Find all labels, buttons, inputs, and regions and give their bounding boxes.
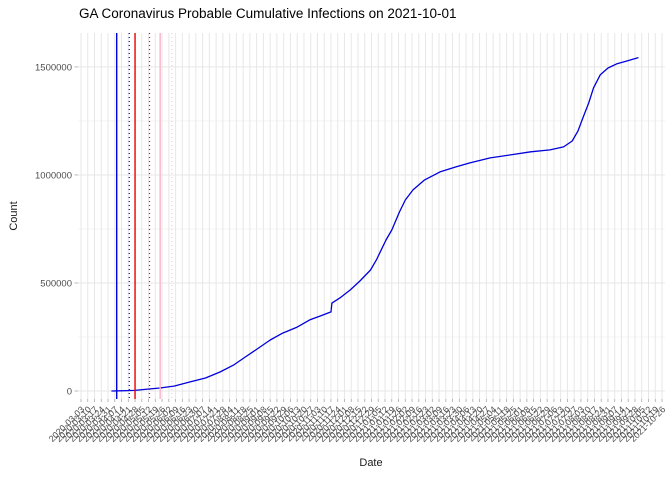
series-line — [111, 57, 639, 392]
y-tick-label: 500000 — [40, 278, 72, 289]
x-axis-title: Date — [359, 457, 383, 469]
y-tick-label: 0 — [67, 387, 72, 398]
y-tick-label: 1000000 — [35, 170, 72, 181]
y-tick-label: 1500000 — [35, 62, 72, 73]
chart-title: GA Coronavirus Probable Cumulative Infec… — [79, 6, 457, 21]
